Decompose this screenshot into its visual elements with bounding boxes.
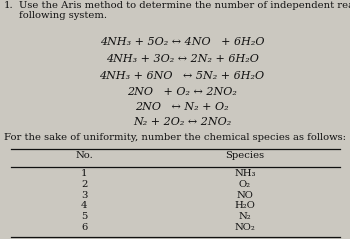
- Text: N₂: N₂: [239, 212, 251, 221]
- Text: N₂ + 2O₂ ↔ 2NO₂: N₂ + 2O₂ ↔ 2NO₂: [133, 117, 231, 127]
- Text: NO: NO: [237, 191, 253, 200]
- Text: 4NH₃ + 6NO   ↔ 5N₂ + 6H₂O: 4NH₃ + 6NO ↔ 5N₂ + 6H₂O: [99, 71, 265, 81]
- Text: 2NO   + O₂ ↔ 2NO₂: 2NO + O₂ ↔ 2NO₂: [127, 87, 237, 97]
- Text: NH₃: NH₃: [234, 169, 256, 179]
- Text: No.: No.: [75, 151, 93, 160]
- Text: NO₂: NO₂: [234, 223, 255, 232]
- Text: Use the Aris method to determine the number of independent reactions in the: Use the Aris method to determine the num…: [19, 1, 350, 10]
- Text: 5: 5: [81, 212, 87, 221]
- Text: 2: 2: [81, 180, 87, 189]
- Text: 6: 6: [81, 223, 87, 232]
- Text: H₂O: H₂O: [234, 201, 255, 211]
- Text: 2NO   ↔ N₂ + O₂: 2NO ↔ N₂ + O₂: [135, 102, 229, 112]
- Text: O₂: O₂: [239, 180, 251, 189]
- Text: Species: Species: [225, 151, 265, 160]
- Text: 4: 4: [81, 201, 87, 211]
- Text: 3: 3: [81, 191, 87, 200]
- Text: 4NH₃ + 3O₂ ↔ 2N₂ + 6H₂O: 4NH₃ + 3O₂ ↔ 2N₂ + 6H₂O: [106, 54, 258, 64]
- Text: For the sake of uniformity, number the chemical species as follows:: For the sake of uniformity, number the c…: [4, 133, 345, 142]
- Text: 1.: 1.: [4, 1, 13, 10]
- Text: 1: 1: [81, 169, 87, 179]
- Text: 4NH₃ + 5O₂ ↔ 4NO   + 6H₂O: 4NH₃ + 5O₂ ↔ 4NO + 6H₂O: [100, 37, 264, 47]
- Text: following system.: following system.: [19, 11, 107, 20]
